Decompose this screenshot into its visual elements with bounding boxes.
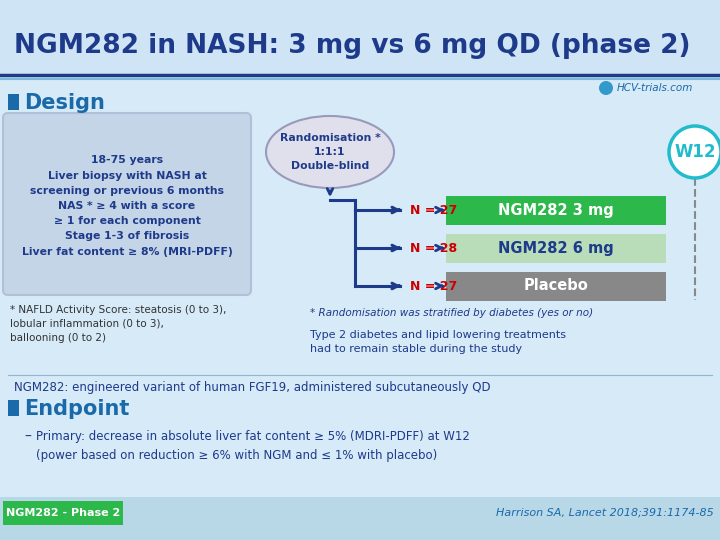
Circle shape	[669, 126, 720, 178]
Text: Type 2 diabetes and lipid lowering treatments
had to remain stable during the st: Type 2 diabetes and lipid lowering treat…	[310, 330, 566, 354]
Text: NGM282: engineered variant of human FGF19, administered subcutaneously QD: NGM282: engineered variant of human FGF1…	[14, 381, 490, 394]
Text: Harrison SA, Lancet 2018;391:1174-85: Harrison SA, Lancet 2018;391:1174-85	[496, 508, 714, 518]
Text: Endpoint: Endpoint	[24, 399, 130, 419]
FancyBboxPatch shape	[446, 272, 666, 300]
FancyBboxPatch shape	[0, 0, 720, 75]
Text: Placebo: Placebo	[523, 279, 588, 294]
Text: N = 28: N = 28	[410, 241, 457, 254]
Text: Primary: decrease in absolute liver fat content ≥ 5% (MDRI-PDFF) at W12
(power b: Primary: decrease in absolute liver fat …	[36, 430, 470, 462]
FancyBboxPatch shape	[3, 501, 123, 525]
Text: Randomisation *
1:1:1
Double-blind: Randomisation * 1:1:1 Double-blind	[279, 133, 380, 171]
Text: NGM282 3 mg: NGM282 3 mg	[498, 202, 614, 218]
Text: 18-75 years
Liver biopsy with NASH at
screening or previous 6 months
NAS * ≥ 4 w: 18-75 years Liver biopsy with NASH at sc…	[22, 156, 233, 256]
Text: HCV-trials.com: HCV-trials.com	[617, 83, 693, 93]
Text: * Randomisation was stratified by diabetes (yes or no): * Randomisation was stratified by diabet…	[310, 308, 593, 318]
Text: N = 27: N = 27	[410, 280, 457, 293]
Text: NGM282 6 mg: NGM282 6 mg	[498, 240, 614, 255]
Text: W12: W12	[674, 143, 716, 161]
FancyBboxPatch shape	[446, 195, 666, 225]
FancyBboxPatch shape	[8, 400, 19, 416]
FancyBboxPatch shape	[0, 80, 720, 495]
Text: N = 27: N = 27	[410, 204, 457, 217]
Text: –: –	[24, 430, 31, 444]
FancyBboxPatch shape	[3, 113, 251, 295]
FancyBboxPatch shape	[0, 497, 720, 540]
Text: Design: Design	[24, 93, 105, 113]
FancyBboxPatch shape	[8, 94, 19, 110]
Text: NGM282 in NASH: 3 mg vs 6 mg QD (phase 2): NGM282 in NASH: 3 mg vs 6 mg QD (phase 2…	[14, 33, 690, 59]
Circle shape	[599, 81, 613, 95]
FancyBboxPatch shape	[446, 233, 666, 262]
Ellipse shape	[266, 116, 394, 188]
Text: * NAFLD Activity Score: steatosis (0 to 3),
lobular inflammation (0 to 3),
ballo: * NAFLD Activity Score: steatosis (0 to …	[10, 305, 226, 343]
Text: NGM282 - Phase 2: NGM282 - Phase 2	[6, 508, 120, 518]
